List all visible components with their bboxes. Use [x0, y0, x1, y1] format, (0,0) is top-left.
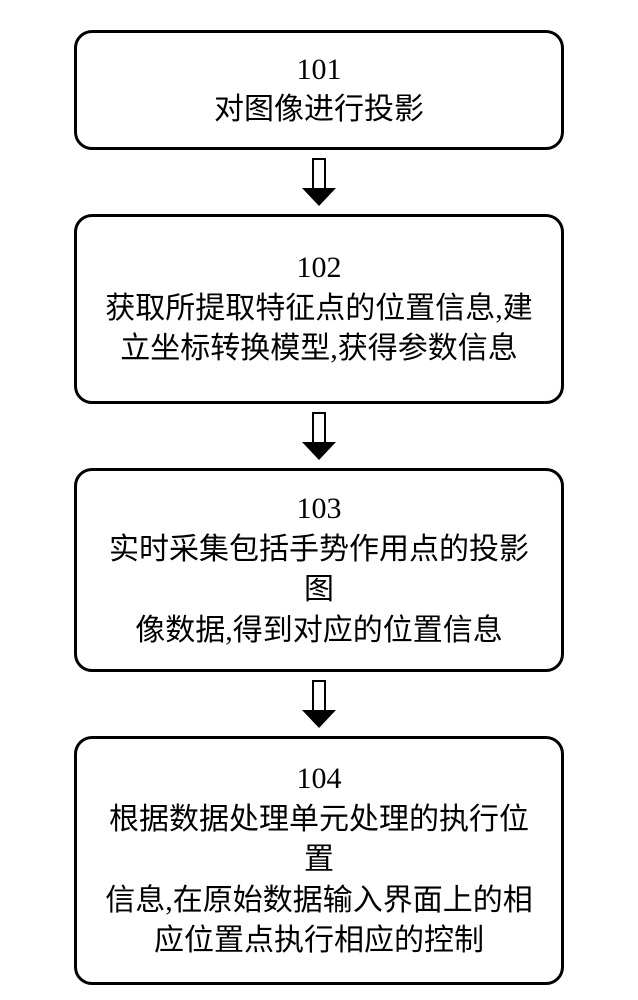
arrow-head-icon — [302, 710, 336, 728]
arrow-shaft — [312, 412, 326, 442]
arrow-shaft — [312, 680, 326, 710]
arrow-shaft — [312, 158, 326, 188]
flow-arrow — [302, 158, 336, 206]
arrow-head-icon — [302, 442, 336, 460]
flow-node-101: 101 对图像进行投影 — [74, 30, 564, 150]
flow-node-102: 102 获取所提取特征点的位置信息,建 立坐标转换模型,获得参数信息 — [74, 214, 564, 404]
flow-node-number: 104 — [297, 759, 342, 800]
flow-node-number: 101 — [297, 50, 342, 91]
flow-node-label: 对图像进行投影 — [214, 90, 424, 131]
flow-node-label: 实时采集包括手势作用点的投影图 像数据,得到对应的位置信息 — [95, 530, 543, 652]
flow-arrow — [302, 412, 336, 460]
flow-arrow — [302, 680, 336, 728]
flowchart-column: 101 对图像进行投影 102 获取所提取特征点的位置信息,建 立坐标转换模型,… — [0, 30, 638, 985]
flow-node-103: 103 实时采集包括手势作用点的投影图 像数据,得到对应的位置信息 — [74, 468, 564, 672]
arrow-head-icon — [302, 188, 336, 206]
flow-node-label: 根据数据处理单元处理的执行位置 信息,在原始数据输入界面上的相 应位置点执行相应… — [95, 800, 543, 962]
flow-node-label: 获取所提取特征点的位置信息,建 立坐标转换模型,获得参数信息 — [105, 289, 533, 370]
flow-node-104: 104 根据数据处理单元处理的执行位置 信息,在原始数据输入界面上的相 应位置点… — [74, 736, 564, 985]
flow-node-number: 103 — [297, 489, 342, 530]
flowchart-canvas: 101 对图像进行投影 102 获取所提取特征点的位置信息,建 立坐标转换模型,… — [0, 0, 638, 1000]
flow-node-number: 102 — [297, 248, 342, 289]
